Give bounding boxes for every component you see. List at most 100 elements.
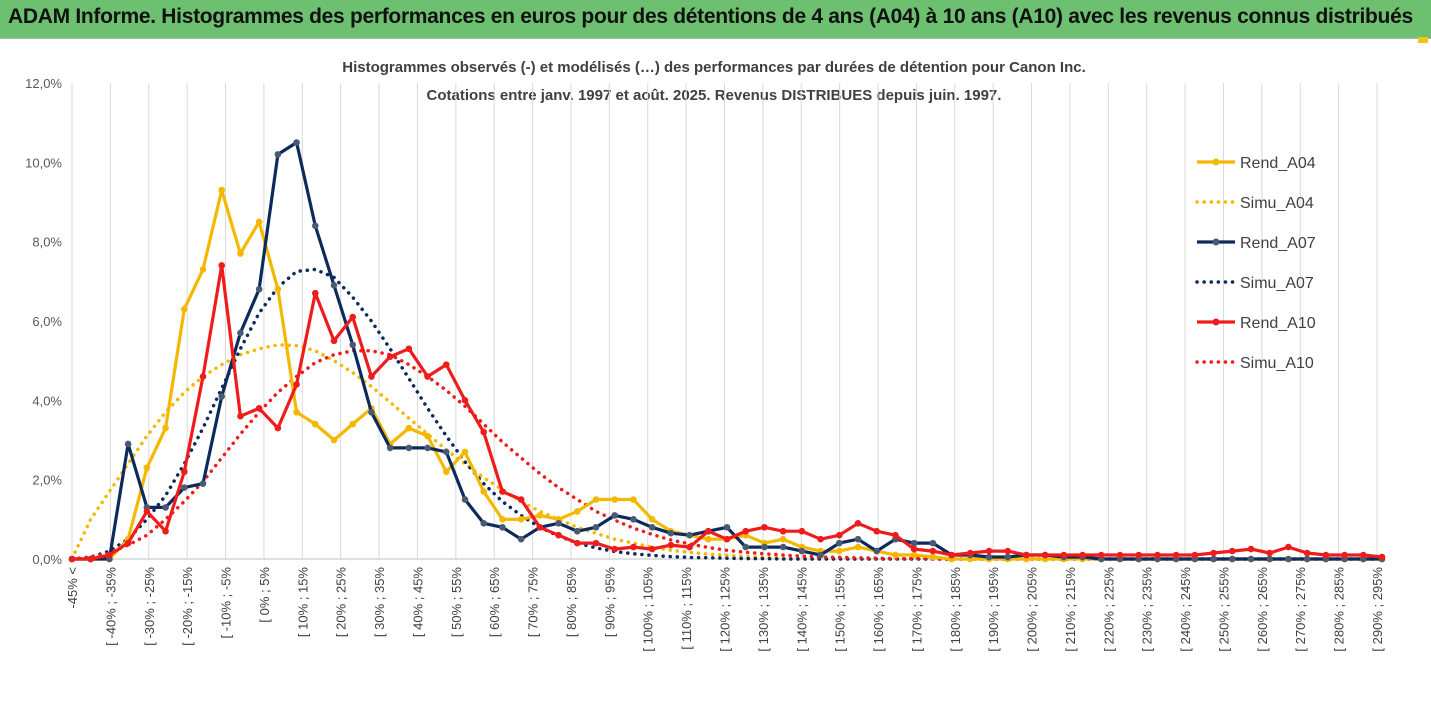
data-point bbox=[555, 520, 562, 527]
data-point bbox=[648, 545, 656, 553]
series-Rend_A10 bbox=[68, 262, 1386, 563]
x-tick-label: [ 260% ; 265% bbox=[1255, 567, 1270, 652]
x-tick-label: [ 240% ; 245% bbox=[1178, 567, 1193, 652]
chart-svg: Histogrammes observés (-) et modélisés (… bbox=[25, 59, 1386, 652]
data-point bbox=[499, 488, 506, 495]
data-point bbox=[180, 305, 188, 313]
data-point bbox=[854, 520, 862, 527]
data-point bbox=[667, 529, 675, 537]
data-point bbox=[1116, 551, 1124, 559]
data-point bbox=[180, 468, 188, 476]
data-point bbox=[892, 531, 899, 539]
x-tick-label: [ -20% ; -15% bbox=[180, 567, 195, 646]
data-point bbox=[330, 436, 338, 444]
data-point bbox=[461, 496, 469, 503]
data-point bbox=[779, 527, 787, 535]
data-point bbox=[1266, 549, 1274, 557]
data-point bbox=[611, 496, 619, 503]
data-point bbox=[929, 539, 937, 547]
data-point bbox=[1191, 551, 1199, 559]
data-point bbox=[798, 547, 806, 555]
data-point bbox=[480, 428, 488, 436]
data-point bbox=[873, 547, 881, 555]
legend-item: Rend_A07 bbox=[1197, 235, 1316, 252]
data-point bbox=[555, 531, 562, 539]
legend-item: Simu_A04 bbox=[1195, 195, 1314, 212]
x-tick-label: [ 100% ; 105% bbox=[641, 567, 656, 652]
data-point bbox=[1210, 549, 1217, 557]
data-point bbox=[630, 496, 637, 503]
data-point bbox=[592, 539, 600, 547]
legend: Rend_A04 Simu_A04 Rend_A07 Simu_A07 Rend_A10… bbox=[1195, 155, 1316, 372]
data-point bbox=[499, 516, 506, 523]
data-point bbox=[255, 285, 263, 293]
x-tick-label: [ -10% ; -5% bbox=[219, 567, 234, 639]
x-tick-label: [ 20% ; 25% bbox=[334, 567, 349, 638]
data-point bbox=[218, 393, 226, 400]
data-point bbox=[293, 408, 300, 416]
data-point bbox=[461, 448, 469, 456]
data-point bbox=[162, 424, 169, 432]
data-point bbox=[1041, 551, 1049, 559]
data-point bbox=[517, 496, 525, 503]
x-tick-label: [ 200% ; 205% bbox=[1025, 567, 1040, 652]
data-point bbox=[929, 547, 937, 555]
legend-item: Rend_A04 bbox=[1197, 155, 1316, 172]
data-point bbox=[742, 543, 750, 551]
data-point bbox=[630, 543, 637, 551]
x-tick-label: [ 290% ; 295% bbox=[1370, 567, 1385, 652]
data-point bbox=[162, 527, 169, 535]
data-point bbox=[1228, 547, 1236, 555]
data-point bbox=[68, 555, 76, 563]
data-point bbox=[124, 539, 132, 547]
data-point bbox=[424, 432, 431, 440]
chart-area: Histogrammes observés (-) et modélisés (… bbox=[0, 40, 1431, 719]
x-tick-label: [ 140% ; 145% bbox=[794, 567, 809, 652]
data-point bbox=[386, 353, 394, 361]
data-point bbox=[1023, 551, 1030, 559]
data-point bbox=[1004, 547, 1012, 555]
data-point bbox=[723, 523, 731, 531]
data-point bbox=[1060, 551, 1068, 559]
x-tick-label: [ 220% ; 225% bbox=[1101, 567, 1116, 652]
x-tick-label: [ 280% ; 285% bbox=[1332, 567, 1347, 652]
chart-subtitle: Cotations entre janv. 1997 et août. 2025… bbox=[427, 87, 1002, 104]
data-point bbox=[218, 262, 226, 269]
y-tick-label: 10,0% bbox=[25, 155, 62, 170]
data-point bbox=[349, 420, 357, 428]
resize-handle-top-right[interactable] bbox=[1418, 37, 1428, 43]
data-point bbox=[1097, 551, 1105, 559]
x-tick-label: [ 170% ; 175% bbox=[909, 567, 924, 652]
data-point bbox=[1172, 551, 1180, 559]
data-point bbox=[611, 512, 619, 519]
legend-label: Rend_A07 bbox=[1240, 235, 1316, 252]
data-point bbox=[386, 444, 394, 452]
data-point bbox=[798, 527, 806, 535]
data-point bbox=[442, 361, 450, 368]
y-tick-label: 4,0% bbox=[32, 393, 62, 408]
series-Simu_A07 bbox=[70, 267, 1384, 561]
legend-marker bbox=[1212, 318, 1220, 326]
data-point bbox=[910, 551, 918, 559]
x-tick-label: [ 50% ; 55% bbox=[449, 567, 464, 638]
x-tick-label: [ 230% ; 235% bbox=[1140, 567, 1155, 652]
legend-label: Rend_A04 bbox=[1240, 155, 1316, 172]
data-point bbox=[910, 539, 918, 547]
data-point bbox=[442, 448, 450, 456]
data-point bbox=[311, 289, 319, 297]
data-point bbox=[1004, 553, 1012, 561]
data-point bbox=[648, 516, 656, 523]
data-point bbox=[218, 186, 226, 194]
data-point bbox=[854, 535, 862, 543]
x-tick-label: [ 70% ; 75% bbox=[526, 567, 541, 638]
data-point bbox=[405, 444, 413, 452]
data-point bbox=[648, 523, 656, 531]
x-tick-label: [ 250% ; 255% bbox=[1216, 567, 1231, 652]
data-point bbox=[910, 545, 918, 553]
x-tick-label: [ 110% ; 115% bbox=[679, 567, 694, 650]
data-point bbox=[1210, 555, 1217, 563]
data-point bbox=[424, 444, 431, 452]
data-point bbox=[779, 543, 787, 551]
data-point bbox=[349, 341, 357, 349]
data-point bbox=[1303, 555, 1311, 563]
